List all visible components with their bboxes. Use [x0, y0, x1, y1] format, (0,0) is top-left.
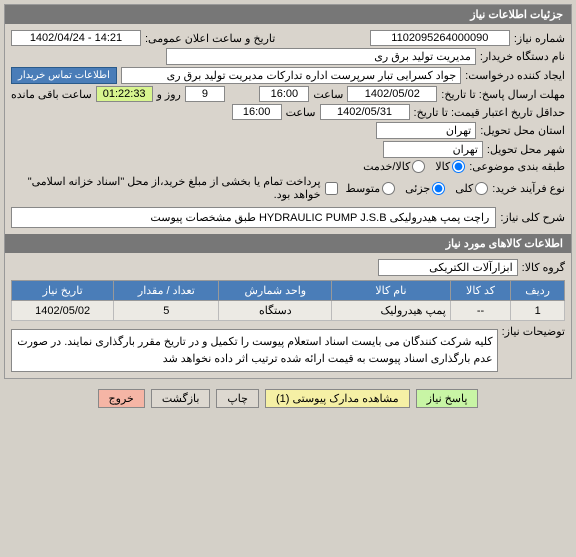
- desc-field: کلیه شرکت کنندگان می بایست اسناد استعلام…: [11, 329, 498, 372]
- radio-service-label: کالا/خدمت: [363, 160, 410, 173]
- announce-field: 1402/04/24 - 14:21: [11, 30, 141, 46]
- desc-label: توضیحات نیاز:: [502, 325, 565, 338]
- deadline-label: مهلت ارسال پاسخ: تا تاریخ:: [441, 88, 565, 101]
- col-row: ردیف: [511, 281, 565, 301]
- valid-time-field: 16:00: [232, 104, 282, 120]
- buy-radio-1[interactable]: کلی: [455, 182, 488, 195]
- buy-label: نوع فرآیند خرید:: [492, 182, 565, 195]
- col-date: تاریخ نیاز: [12, 281, 114, 301]
- details-panel: جزئیات اطلاعات نیاز شماره نیاز: 11020952…: [4, 4, 572, 379]
- radio-kala-label: کالا: [435, 160, 450, 173]
- exit-button[interactable]: خروج: [98, 389, 145, 408]
- creator-label: ایجاد کننده درخواست:: [465, 69, 565, 82]
- city-label: شهر محل تحویل:: [487, 143, 565, 156]
- radio-buy1-input[interactable]: [475, 182, 488, 195]
- radio-buy3-input[interactable]: [382, 182, 395, 195]
- items-header: اطلاعات کالاهای مورد نیاز: [5, 234, 571, 253]
- radio-buy2-input[interactable]: [432, 182, 445, 195]
- req-no-label: شماره نیاز:: [514, 32, 565, 45]
- topic-radios: کالا کالا/خدمت: [363, 160, 465, 173]
- partial-checkbox[interactable]: [325, 182, 338, 195]
- buy-radio-3[interactable]: متوسط: [346, 182, 396, 195]
- title-label: شرح کلی نیاز:: [500, 211, 565, 224]
- countdown-field: 01:22:33: [96, 86, 153, 102]
- valid-label: حداقل تاریخ اعتبار قیمت: تا تاریخ:: [414, 106, 565, 119]
- org-field: مدیریت تولید برق ری: [166, 48, 476, 65]
- partial-note-label: پرداخت تمام یا بخشی از مبلغ خرید،از محل …: [11, 175, 321, 201]
- items-table: ردیف کد کالا نام کالا واحد شمارش تعداد /…: [11, 280, 565, 321]
- radio-buy3-label: متوسط: [346, 182, 381, 195]
- creator-field: جواد کسرایی تبار سرپرست اداره تدارکات مد…: [121, 67, 461, 84]
- valid-date-field: 1402/05/31: [320, 104, 410, 120]
- announce-label: تاریخ و ساعت اعلان عمومی:: [145, 32, 275, 45]
- topic-radio-service[interactable]: کالا/خدمت: [363, 160, 425, 173]
- req-no-field: 1102095264000090: [370, 30, 510, 46]
- button-bar: پاسخ نیاز مشاهده مدارک پیوستی (1) چاپ با…: [0, 383, 576, 414]
- city-field: تهران: [383, 141, 483, 158]
- buy-radio-2[interactable]: جزئی: [405, 182, 445, 195]
- buy-radios: کلی جزئی متوسط: [346, 182, 489, 195]
- back-button[interactable]: بازگشت: [151, 389, 211, 408]
- panel-header: جزئیات اطلاعات نیاز: [5, 5, 571, 24]
- col-unit: واحد شمارش: [219, 281, 332, 301]
- radio-buy2-label: جزئی: [405, 182, 430, 195]
- col-code: کد کالا: [450, 281, 511, 301]
- col-qty: تعداد / مقدار: [114, 281, 219, 301]
- radio-kala-input[interactable]: [452, 160, 465, 173]
- state-label: استان محل تحویل:: [480, 124, 565, 137]
- cell-code: --: [450, 301, 511, 321]
- panel-body: شماره نیاز: 1102095264000090 تاریخ و ساع…: [5, 24, 571, 234]
- col-name: نام کالا: [332, 281, 451, 301]
- deadline-time-field: 16:00: [259, 86, 309, 102]
- cell-unit: دستگاه: [219, 301, 332, 321]
- items-body: گروه کالا: ابزارآلات الکتریکی ردیف کد کا…: [5, 253, 571, 378]
- state-field: تهران: [376, 122, 476, 139]
- cell-row: 1: [511, 301, 565, 321]
- radio-service-input[interactable]: [412, 160, 425, 173]
- days-field: 9: [185, 86, 225, 102]
- attachments-button[interactable]: مشاهده مدارک پیوستی (1): [265, 389, 410, 408]
- topic-radio-kala[interactable]: کالا: [435, 160, 465, 173]
- partial-payment-check[interactable]: پرداخت تمام یا بخشی از مبلغ خرید،از محل …: [11, 175, 338, 201]
- cell-name: پمپ هیدرولیک: [332, 301, 451, 321]
- time-label-2: ساعت: [286, 106, 316, 119]
- days-label: روز و: [157, 88, 181, 101]
- print-button[interactable]: چاپ: [216, 389, 259, 408]
- deadline-date-field: 1402/05/02: [347, 86, 437, 102]
- radio-buy1-label: کلی: [455, 182, 473, 195]
- remain-label: ساعت باقی مانده: [11, 88, 92, 101]
- org-label: نام دستگاه خریدار:: [480, 50, 565, 63]
- contact-button[interactable]: اطلاعات تماس خریدار: [11, 67, 117, 84]
- group-field: ابزارآلات الکتریکی: [378, 259, 518, 276]
- table-header-row: ردیف کد کالا نام کالا واحد شمارش تعداد /…: [12, 281, 565, 301]
- cell-qty: 5: [114, 301, 219, 321]
- cell-date: 1402/05/02: [12, 301, 114, 321]
- time-label-1: ساعت: [313, 88, 343, 101]
- title-field: راچت پمپ هیدرولیکی HYDRAULIC PUMP J.S.B …: [11, 207, 496, 228]
- table-row[interactable]: 1 -- پمپ هیدرولیک دستگاه 5 1402/05/02: [12, 301, 565, 321]
- topic-label: طبقه بندی موضوعی:: [469, 160, 565, 173]
- group-label: گروه کالا:: [522, 261, 565, 274]
- reply-button[interactable]: پاسخ نیاز: [416, 389, 479, 408]
